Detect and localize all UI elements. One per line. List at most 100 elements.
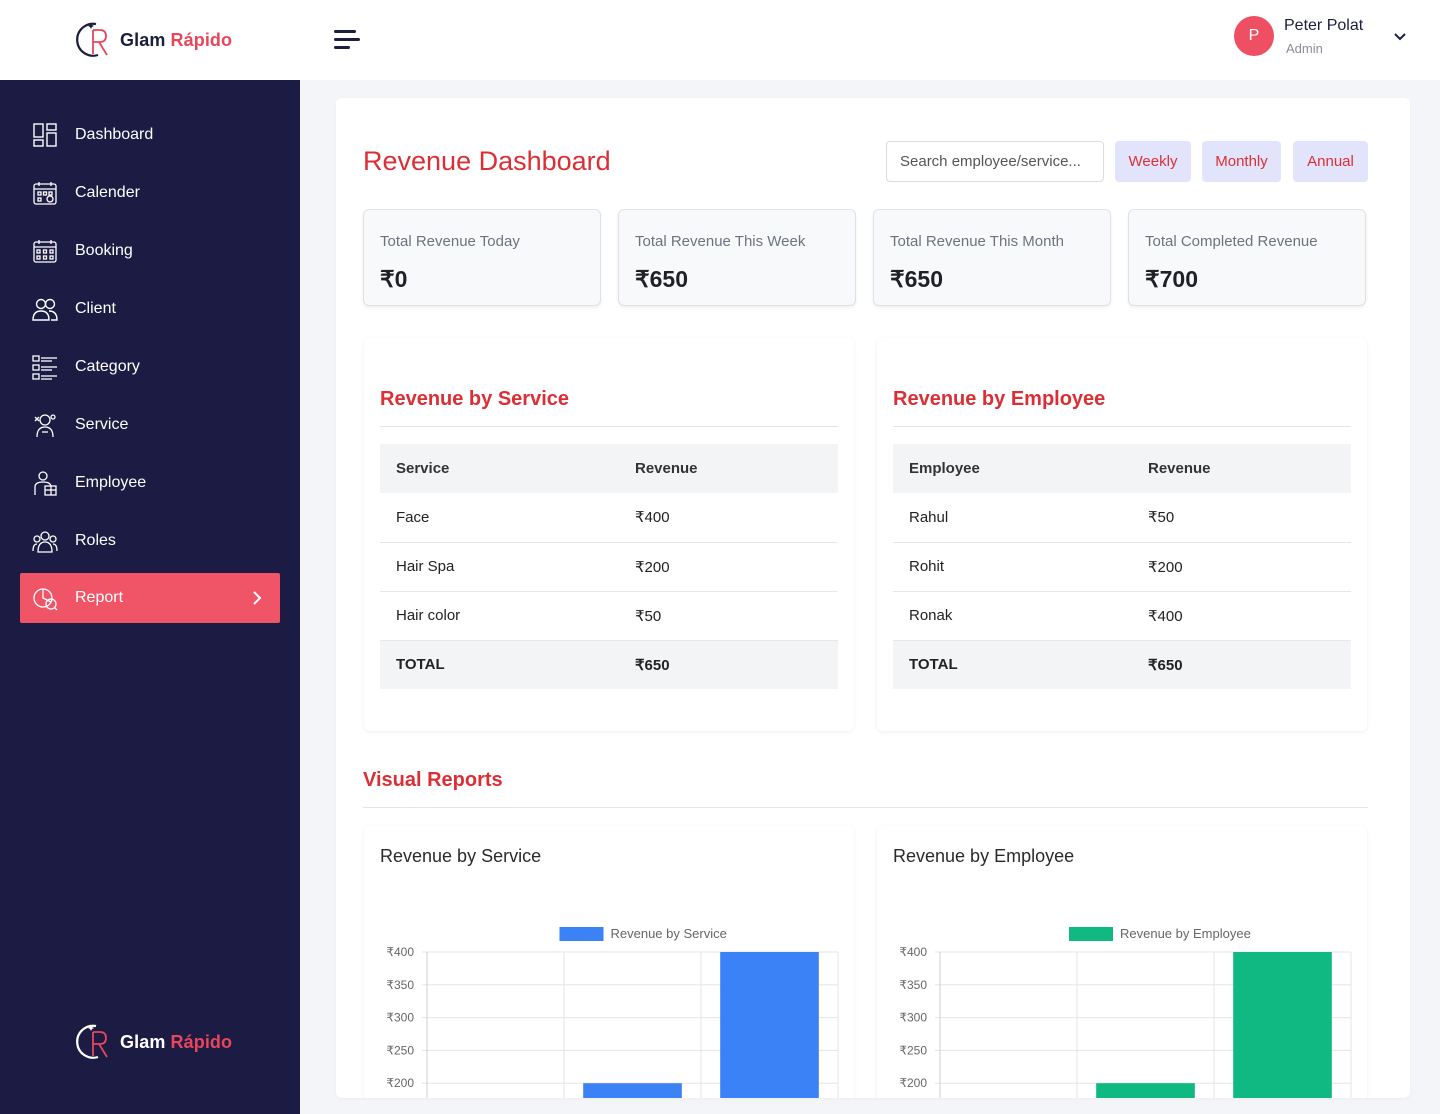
page-title: Revenue Dashboard	[363, 146, 611, 176]
stat-label: Total Revenue This Week	[635, 233, 806, 250]
brand-logo[interactable]: Glam Rápido	[72, 18, 232, 62]
table-cell: ₹400	[1132, 591, 1351, 641]
stat-card-week: Total Revenue This Week ₹650	[618, 209, 856, 306]
y-tick-label: ₹300	[386, 1011, 414, 1025]
y-tick-label: ₹400	[386, 945, 414, 959]
sidebar-item-label: Report	[75, 589, 124, 606]
sidebar-item-label: Dashboard	[75, 126, 154, 143]
sidebar-item-label: Calender	[75, 184, 140, 201]
table-total-row: TOTAL ₹650	[380, 640, 838, 689]
y-tick-label: ₹200	[386, 1076, 414, 1090]
table-cell: Hair color	[380, 591, 619, 641]
main-content: Revenue Dashboard Weekly Monthly Annual …	[336, 98, 1410, 1098]
search-input[interactable]	[886, 141, 1104, 182]
stat-label: Total Revenue Today	[380, 233, 520, 250]
column-header: Employee	[893, 444, 1132, 493]
divider	[380, 426, 838, 427]
revenue-by-employee-panel: Revenue by Employee Employee Revenue Rah…	[877, 338, 1367, 731]
employee-bar-chart: Revenue by Employee₹400₹350₹300₹250₹200₹…	[899, 926, 1352, 1098]
roles-icon	[32, 531, 58, 553]
table-cell: ₹50	[1132, 493, 1351, 543]
sidebar-item-label: Employee	[75, 474, 147, 491]
stat-card-completed: Total Completed Revenue ₹700	[1128, 209, 1366, 306]
user-menu[interactable]: P Peter Polat Admin	[1234, 16, 1410, 56]
table-row: Hair Spa ₹200	[380, 542, 838, 592]
brand-name: Glam Rápido	[120, 29, 233, 50]
table-cell: Face	[380, 493, 619, 543]
revenue-by-service-table: Service Revenue Face ₹400 Hair Spa ₹200 …	[380, 444, 838, 689]
table-row: Rohit ₹200	[893, 542, 1351, 592]
table-cell: Ronak	[893, 591, 1132, 641]
bar	[1233, 952, 1332, 1098]
table-header-row: Service Revenue	[380, 444, 838, 493]
table-total-row: TOTAL ₹650	[893, 640, 1351, 689]
sidebar-item-booking[interactable]: Booking	[20, 226, 280, 276]
category-icon	[32, 355, 57, 380]
revenue-by-employee-table: Employee Revenue Rahul ₹50 Rohit ₹200 Ro…	[893, 444, 1351, 689]
table-row: Hair color ₹50	[380, 591, 838, 641]
bar	[583, 1083, 682, 1098]
sidebar-item-category[interactable]: Category	[20, 342, 280, 392]
avatar[interactable]: P	[1234, 16, 1274, 56]
logo-mark-icon	[76, 1024, 108, 1059]
annual-button[interactable]: Annual	[1293, 141, 1368, 182]
sidebar: Dashboard Calender Booking Client Catego…	[0, 80, 300, 1114]
stat-label: Total Completed Revenue	[1145, 233, 1318, 250]
top-header: Glam Rápido P Peter Polat Admin	[0, 0, 1440, 80]
stat-value: ₹650	[890, 266, 944, 292]
user-role: Admin	[1286, 40, 1323, 56]
weekly-button[interactable]: Weekly	[1115, 141, 1191, 182]
service-icon	[34, 414, 56, 438]
report-icon	[33, 588, 58, 611]
sidebar-item-report[interactable]: Report	[20, 573, 280, 623]
divider	[893, 426, 1351, 427]
employee-icon	[34, 471, 57, 496]
sidebar-item-label: Roles	[75, 532, 116, 549]
sidebar-item-roles[interactable]: Roles	[20, 516, 280, 566]
y-tick-label: ₹200	[899, 1076, 927, 1090]
table-cell: Hair Spa	[380, 542, 619, 592]
sidebar-brand-logo: Glam Rápido	[72, 1020, 232, 1064]
y-tick-label: ₹250	[899, 1043, 927, 1057]
legend-label: Revenue by Employee	[1120, 926, 1251, 941]
user-name: Peter Polat	[1284, 16, 1364, 34]
sidebar-item-calender[interactable]: Calender	[20, 168, 280, 218]
sidebar-item-dashboard[interactable]: Dashboard	[20, 110, 280, 160]
y-tick-label: ₹250	[386, 1043, 414, 1057]
menu-toggle-icon[interactable]	[334, 28, 362, 52]
chevron-down-icon[interactable]	[1390, 26, 1410, 46]
stat-label: Total Revenue This Month	[890, 233, 1064, 250]
dashboard-icon	[33, 123, 57, 147]
table-row: Ronak ₹400	[893, 591, 1351, 641]
stat-value: ₹650	[635, 266, 689, 292]
monthly-button[interactable]: Monthly	[1202, 141, 1281, 182]
legend-swatch	[1069, 927, 1113, 941]
sidebar-item-label: Category	[75, 358, 140, 375]
booking-icon	[33, 240, 57, 263]
stat-value: ₹0	[380, 266, 408, 292]
table-cell: TOTAL	[893, 640, 1132, 689]
y-tick-label: ₹400	[899, 945, 927, 959]
sidebar-item-service[interactable]: Service	[20, 400, 280, 450]
divider	[363, 807, 1368, 808]
sidebar-item-client[interactable]: Client	[20, 284, 280, 334]
table-row: Face ₹400	[380, 493, 838, 543]
chart-title: Revenue by Service	[380, 846, 542, 866]
client-icon	[32, 298, 58, 321]
employee-chart-card: Revenue by Employee Revenue by Employee ₹…	[877, 826, 1367, 1098]
column-header: Revenue	[619, 444, 838, 493]
panel-title: Revenue by Service	[380, 388, 569, 410]
service-chart-card: Revenue by Service Revenue by Service ₹40…	[364, 826, 854, 1098]
revenue-by-service-panel: Revenue by Service Service Revenue Face …	[364, 338, 854, 731]
section-title: Visual Reports	[363, 769, 503, 791]
table-cell: ₹650	[1132, 640, 1351, 689]
chevron-right-icon	[253, 591, 262, 605]
legend-swatch	[559, 927, 604, 941]
logo-mark-icon	[76, 22, 108, 57]
column-header: Revenue	[1132, 444, 1351, 493]
table-header-row: Employee Revenue	[893, 444, 1351, 493]
calendar-icon	[33, 182, 57, 205]
sidebar-item-employee[interactable]: Employee	[20, 458, 280, 508]
table-cell: TOTAL	[380, 640, 619, 689]
table-cell: ₹650	[619, 640, 838, 689]
